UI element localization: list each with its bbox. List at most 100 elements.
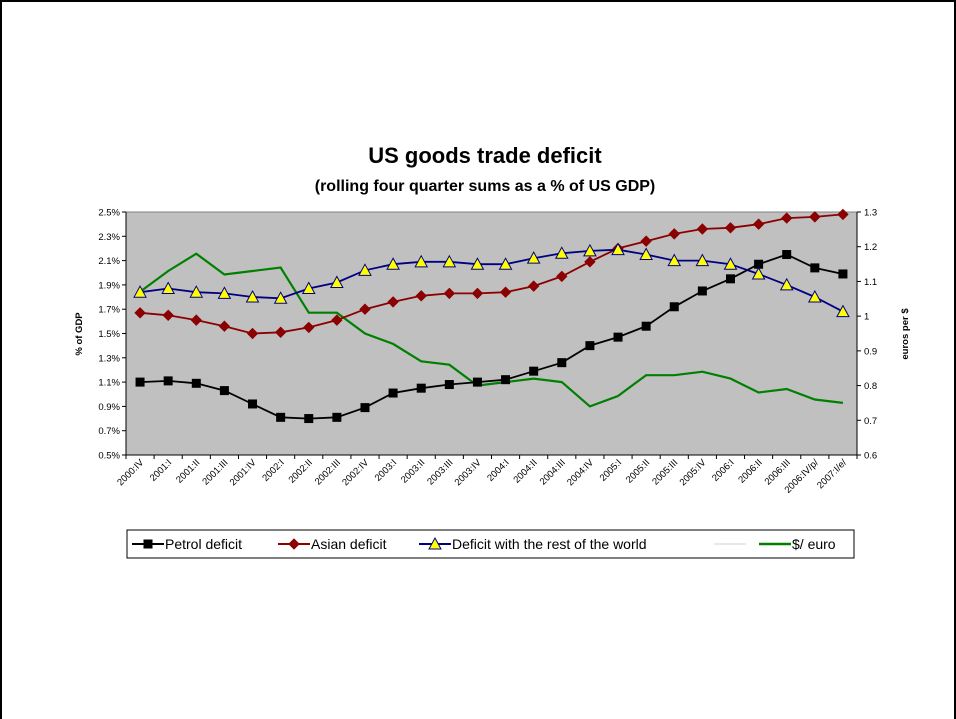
- data-point-asian-deficit: [387, 296, 399, 308]
- right-tick-label: 0.7: [864, 416, 877, 427]
- legend-swatch-marker: [428, 536, 442, 550]
- left-tick-label: 2.3%: [98, 232, 120, 243]
- data-point-petrol-deficit: [697, 286, 707, 296]
- x-tick-label: 2005:IV: [678, 457, 709, 488]
- data-point-petrol-deficit: [276, 412, 286, 422]
- data-point-deficit-with-the-rest-of-the-world: [526, 251, 541, 264]
- x-tick-label: 2005:I: [598, 457, 624, 483]
- left-tick-label: 2.1%: [98, 256, 120, 267]
- legend-label: $/ euro: [792, 536, 836, 552]
- x-tick-label: 2007:I/e/: [815, 457, 849, 491]
- left-axis: 0.5% 0.7% 0.9% 1.1% 1.3% 1.5% 1.7% 1.9% 2.1% 2.3%…: [98, 208, 127, 462]
- data-point-petrol-deficit: [782, 250, 792, 260]
- right-axis: 0.6 0.7 0.8 0.9 1 1.1 1.2 1.3: [856, 208, 877, 462]
- data-point-petrol-deficit: [501, 375, 511, 385]
- data-point-deficit-with-the-rest-of-the-world: [217, 286, 232, 299]
- data-point-petrol-deficit: [388, 388, 398, 398]
- left-tick-label: 0.7%: [98, 426, 120, 437]
- left-tick-label: 1.3%: [98, 353, 120, 364]
- chart-subtitle: (rolling four quarter sums as a % of US …: [315, 178, 656, 195]
- data-point-asian-deficit: [809, 211, 821, 223]
- data-point-petrol-deficit: [332, 412, 342, 422]
- x-tick-label: 2003:I: [373, 457, 399, 483]
- data-point-deficit-with-the-rest-of-the-world: [695, 253, 710, 267]
- data-point-deficit-with-the-rest-of-the-world: [639, 247, 653, 261]
- x-tick-label: 2005:III: [650, 457, 680, 487]
- x-tick-label: 2003:III: [425, 457, 455, 487]
- data-point-petrol-deficit: [838, 269, 848, 279]
- left-tick-label: 1.7%: [98, 305, 120, 316]
- data-point-deficit-with-the-rest-of-the-world: [273, 291, 288, 304]
- legend-label: Deficit with the rest of the world: [452, 536, 647, 552]
- data-point-asian-deficit: [359, 303, 371, 315]
- data-point-asian-deficit: [584, 256, 596, 268]
- data-point-petrol-deficit: [810, 263, 820, 273]
- left-tick-label: 2.5%: [98, 208, 120, 219]
- legend-item-euro: $/ euro: [759, 536, 836, 552]
- legend-swatch-marker: [143, 539, 153, 549]
- data-point-petrol-deficit: [248, 399, 258, 409]
- x-tick-label: 2001:III: [200, 457, 230, 487]
- data-point-asian-deficit: [696, 223, 709, 235]
- legend-label: Petrol deficit: [165, 536, 242, 552]
- data-point-deficit-with-the-rest-of-the-world: [611, 242, 625, 256]
- x-tick-label: 2002:IV: [340, 457, 371, 488]
- x-tick-label: 2003:II: [399, 457, 427, 485]
- x-tick-label: 2002:I: [260, 457, 286, 483]
- right-tick-label: 1.1: [864, 277, 877, 288]
- x-tick-label: 2002:II: [287, 457, 315, 485]
- series-line-euro: [139, 252, 844, 408]
- data-point-asian-deficit: [752, 218, 765, 230]
- data-point-asian-deficit: [837, 208, 849, 221]
- data-point-deficit-with-the-rest-of-the-world: [723, 257, 738, 270]
- data-point-petrol-deficit: [191, 378, 201, 388]
- data-point-petrol-deficit: [557, 358, 567, 368]
- chart-title: US goods trade deficit: [368, 143, 602, 168]
- x-tick-label: 2001:IV: [228, 457, 259, 488]
- data-point-petrol-deficit: [641, 321, 651, 331]
- legend-label: Asian deficit: [311, 536, 387, 552]
- left-tick-label: 1.9%: [98, 280, 120, 291]
- data-point-petrol-deficit: [529, 366, 539, 376]
- x-tick-label: 2005:II: [624, 457, 652, 485]
- data-point-asian-deficit: [218, 320, 231, 332]
- data-point-petrol-deficit: [444, 380, 454, 390]
- right-tick-label: 1.3: [864, 208, 877, 219]
- right-tick-label: 1.2: [864, 242, 877, 253]
- data-point-asian-deficit: [724, 222, 737, 234]
- data-point-deficit-with-the-rest-of-the-world: [245, 290, 260, 303]
- data-point-deficit-with-the-rest-of-the-world: [133, 285, 147, 298]
- data-point-petrol-deficit: [304, 414, 314, 424]
- y2-axis-title: euros per $: [900, 308, 911, 360]
- right-tick-label: 0.9: [864, 346, 877, 357]
- x-tick-label: 2004:I: [485, 457, 511, 483]
- series-euro: [139, 252, 844, 408]
- data-point-deficit-with-the-rest-of-the-world: [836, 304, 850, 318]
- data-point-deficit-with-the-rest-of-the-world: [498, 257, 513, 270]
- data-point-asian-deficit: [274, 326, 287, 338]
- data-point-asian-deficit: [443, 287, 456, 300]
- x-tick-label: 2003:IV: [453, 457, 484, 488]
- right-tick-label: 1: [864, 312, 869, 323]
- series-line-petrol-deficit: [140, 253, 844, 420]
- data-point-deficit-with-the-rest-of-the-world: [554, 246, 569, 259]
- data-point-asian-deficit: [162, 309, 174, 321]
- data-point-deficit-with-the-rest-of-the-world: [414, 254, 429, 268]
- data-point-petrol-deficit: [135, 377, 145, 387]
- data-point-deficit-with-the-rest-of-the-world: [358, 263, 372, 276]
- data-point-petrol-deficit: [219, 386, 229, 396]
- data-point-asian-deficit: [190, 314, 202, 326]
- right-tick-label: 0.8: [864, 381, 877, 392]
- data-point-asian-deficit: [499, 286, 512, 298]
- data-point-asian-deficit: [246, 327, 259, 340]
- right-tick-label: 0.6: [864, 451, 877, 462]
- left-tick-label: 1.5%: [98, 329, 120, 340]
- data-point-deficit-with-the-rest-of-the-world: [583, 243, 597, 257]
- series-asian-deficit: [134, 208, 849, 340]
- legend-item-petrol-deficit: Petrol deficit: [132, 536, 242, 552]
- x-tick-label: 2001:I: [148, 457, 174, 483]
- left-tick-label: 1.1%: [98, 378, 120, 389]
